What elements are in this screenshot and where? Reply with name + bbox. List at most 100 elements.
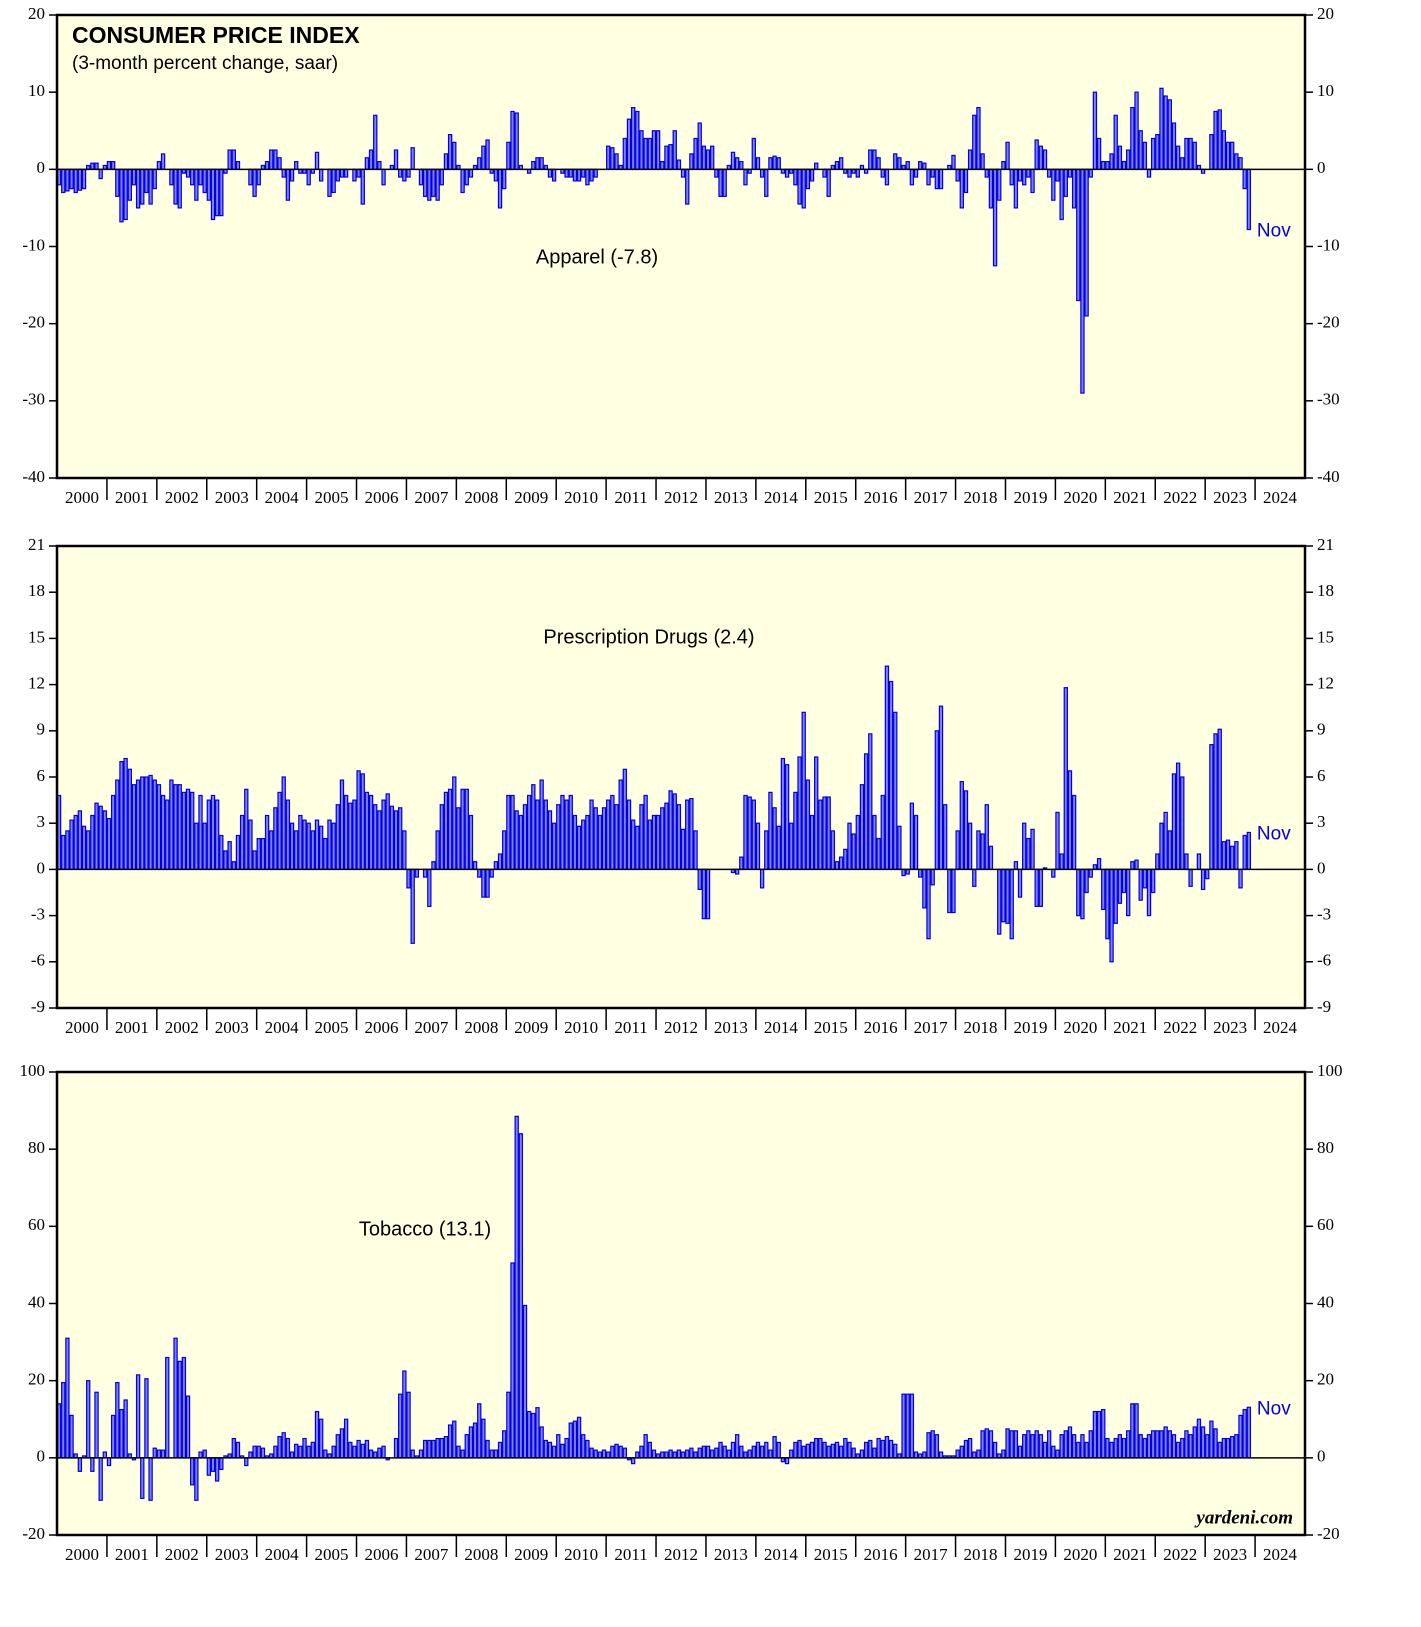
bar	[1009, 868, 1014, 940]
bar	[868, 149, 873, 170]
y-tick-label: -9	[31, 997, 45, 1016]
plot-frame	[55, 544, 1307, 1010]
x-tick-label: 2001	[115, 1018, 149, 1037]
bar	[385, 793, 390, 871]
bar	[410, 1449, 415, 1459]
x-tick-label: 2020	[1063, 488, 1097, 507]
bar	[635, 110, 640, 170]
y-tick-label: 9	[37, 720, 46, 739]
bar	[1225, 1437, 1231, 1459]
y-tick-label: -10	[1317, 235, 1340, 254]
bar	[784, 1457, 790, 1465]
bar	[1155, 134, 1160, 170]
bar	[1230, 845, 1235, 870]
bar	[626, 799, 632, 870]
bar	[606, 145, 611, 170]
bar	[526, 1410, 532, 1459]
bar	[630, 819, 636, 870]
bar	[751, 1445, 756, 1459]
bar	[589, 1447, 594, 1459]
bar	[1076, 868, 1081, 917]
bar	[768, 1449, 773, 1459]
bar	[135, 168, 141, 209]
bar	[260, 837, 266, 870]
bar	[531, 1412, 536, 1459]
bar	[194, 1457, 199, 1501]
bar	[364, 791, 370, 871]
bar	[447, 134, 453, 170]
end-label: Nov	[1257, 221, 1291, 242]
bar	[190, 791, 195, 871]
bar	[477, 1403, 482, 1459]
bar	[693, 1451, 698, 1459]
bar	[106, 161, 112, 170]
x-tick-label: 2009	[514, 488, 548, 507]
bar	[456, 1445, 461, 1459]
bar	[244, 1457, 249, 1467]
bar	[1084, 1441, 1089, 1459]
bar	[127, 768, 132, 870]
bar	[306, 822, 311, 871]
bar	[1221, 841, 1227, 870]
bar	[739, 856, 744, 871]
x-tick-label: 2005	[315, 488, 349, 507]
y-tick-label: 18	[1317, 581, 1334, 600]
bar	[568, 794, 573, 870]
bar	[327, 819, 332, 870]
bar	[597, 1451, 603, 1459]
bar	[460, 168, 465, 194]
bar	[256, 168, 261, 186]
bar	[1001, 868, 1006, 923]
bar	[269, 830, 274, 871]
x-tick-label: 2000	[65, 1545, 99, 1564]
bar	[581, 168, 586, 178]
bar	[801, 168, 806, 209]
bar	[140, 168, 145, 205]
bar	[1113, 1437, 1118, 1459]
bar	[452, 141, 457, 170]
bar	[1055, 1449, 1060, 1459]
bar	[859, 784, 865, 871]
bar	[814, 1437, 819, 1459]
bar	[260, 1447, 266, 1459]
bar	[256, 837, 261, 870]
bar	[65, 830, 70, 871]
bar	[876, 157, 881, 170]
bar	[868, 733, 873, 871]
bar	[447, 788, 453, 871]
bar	[705, 1445, 711, 1459]
bar	[689, 797, 694, 870]
bar	[119, 760, 124, 870]
bar	[531, 161, 536, 170]
bar	[876, 837, 881, 870]
bar	[1001, 161, 1006, 170]
bar	[110, 1414, 116, 1459]
bar	[922, 162, 927, 170]
bar	[564, 168, 569, 178]
bar	[922, 1451, 927, 1459]
bar	[872, 149, 877, 170]
x-tick-label: 2016	[864, 488, 898, 507]
bar	[809, 168, 815, 182]
bar	[801, 711, 806, 871]
y-tick-label: 20	[1317, 4, 1334, 23]
bar	[1238, 157, 1243, 170]
bar	[1088, 168, 1093, 178]
y-tick-label: 0	[1317, 1447, 1326, 1466]
bar	[838, 157, 844, 170]
bar	[431, 1439, 436, 1459]
bar	[106, 817, 112, 871]
bar	[664, 145, 669, 170]
bar	[776, 1441, 781, 1459]
bar	[947, 868, 952, 914]
bar	[431, 168, 436, 197]
bar	[447, 1424, 453, 1459]
bar	[269, 149, 274, 170]
bar	[106, 1457, 112, 1467]
x-tick-label: 2002	[165, 1018, 199, 1037]
bar	[1121, 1437, 1127, 1459]
bar	[506, 1391, 511, 1459]
bar	[352, 168, 357, 182]
bar	[1038, 1434, 1044, 1459]
